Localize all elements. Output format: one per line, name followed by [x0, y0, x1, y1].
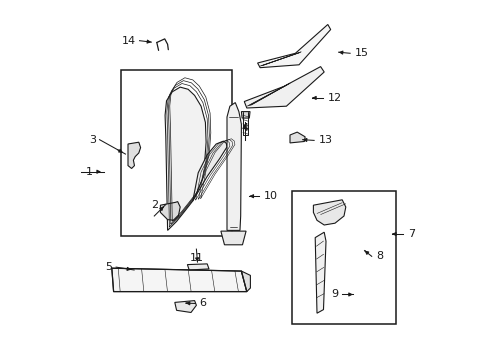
Polygon shape	[227, 103, 242, 230]
Text: 15: 15	[354, 48, 368, 58]
Polygon shape	[221, 231, 246, 245]
Polygon shape	[165, 87, 206, 230]
Text: 7: 7	[408, 229, 415, 239]
Text: 10: 10	[264, 191, 278, 201]
Text: 3: 3	[89, 135, 96, 145]
Text: 11: 11	[190, 253, 203, 264]
Text: 8: 8	[376, 251, 383, 261]
Text: 13: 13	[318, 135, 332, 145]
Text: 14: 14	[122, 36, 136, 46]
Polygon shape	[175, 301, 196, 312]
Polygon shape	[314, 200, 346, 225]
Polygon shape	[315, 232, 326, 313]
Text: 9: 9	[331, 289, 339, 300]
Polygon shape	[193, 141, 227, 201]
Polygon shape	[242, 112, 250, 118]
Text: 4: 4	[242, 123, 248, 133]
Text: 6: 6	[199, 298, 207, 309]
Text: 1: 1	[86, 167, 93, 177]
Polygon shape	[245, 67, 324, 108]
Polygon shape	[112, 268, 247, 292]
Polygon shape	[128, 142, 141, 168]
Text: 5: 5	[105, 262, 113, 272]
Bar	[292, 191, 396, 324]
Polygon shape	[242, 271, 250, 292]
Polygon shape	[187, 264, 209, 270]
Text: 2: 2	[151, 199, 158, 210]
Polygon shape	[258, 24, 331, 68]
Text: 12: 12	[328, 93, 342, 103]
Polygon shape	[290, 132, 305, 143]
Bar	[121, 70, 232, 236]
Polygon shape	[160, 202, 180, 220]
